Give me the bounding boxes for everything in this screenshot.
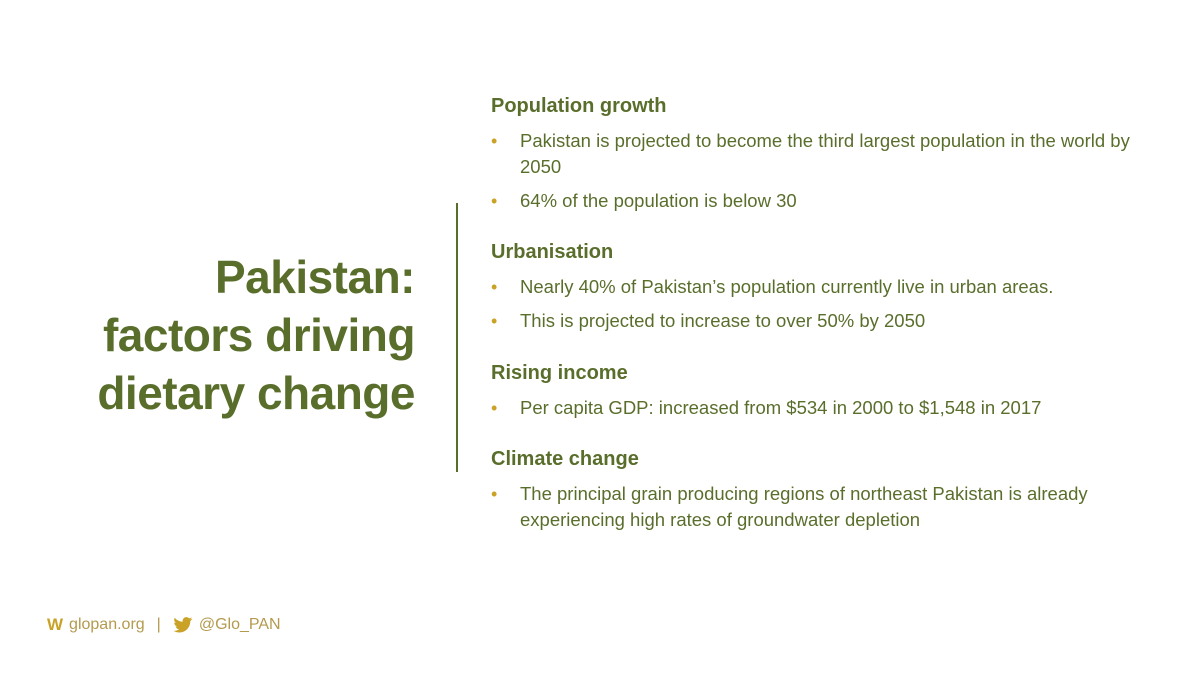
twitter-bird-icon <box>173 617 193 633</box>
bullet-item: • Per capita GDP: increased from $534 in… <box>491 395 1151 421</box>
bullet-dot-icon: • <box>491 191 498 211</box>
bullet-item: • Nearly 40% of Pakistan’s population cu… <box>491 274 1151 300</box>
bullet-dot-icon: • <box>491 131 498 151</box>
content-area: Population growth • Pakistan is projecte… <box>491 92 1151 541</box>
section-urbanisation: Urbanisation • Nearly 40% of Pakistan’s … <box>491 238 1151 334</box>
bullet-list: • The principal grain producing regions … <box>491 481 1151 533</box>
bullet-dot-icon: • <box>491 311 498 331</box>
section-heading: Population growth <box>491 95 667 117</box>
bullet-dot-icon: • <box>491 277 498 297</box>
bullet-item: • This is projected to increase to over … <box>491 308 1151 334</box>
title-line-1: Pakistan: <box>214 251 416 303</box>
title-line-3: dietary change <box>97 367 415 419</box>
bullet-text: This is projected to increase to over 50… <box>520 310 926 331</box>
vertical-divider <box>456 203 458 472</box>
glopan-w-logo-icon: W <box>47 615 64 634</box>
bullet-list: • Nearly 40% of Pakistan’s population cu… <box>491 274 1151 334</box>
bullet-list: • Per capita GDP: increased from $534 in… <box>491 395 1151 421</box>
bullet-item: • The principal grain producing regions … <box>491 481 1151 533</box>
section-population-growth: Population growth • Pakistan is projecte… <box>491 92 1151 214</box>
section-heading: Climate change <box>491 448 639 470</box>
bullet-text: Per capita GDP: increased from $534 in 2… <box>520 397 1042 418</box>
section-climate-change: Climate change • The principal grain pro… <box>491 445 1151 533</box>
bullet-dot-icon: • <box>491 484 498 504</box>
slide-title: Pakistan: factors driving dietary change <box>15 248 415 422</box>
section-rising-income: Rising income • Per capita GDP: increase… <box>491 359 1151 421</box>
twitter-handle-link[interactable]: @Glo_PAN <box>198 616 281 633</box>
footer: W glopan.org | @Glo_PAN <box>47 614 281 636</box>
section-heading: Urbanisation <box>491 241 614 263</box>
bullet-item: • 64% of the population is below 30 <box>491 188 1151 214</box>
bullet-item: • Pakistan is projected to become the th… <box>491 128 1151 180</box>
bullet-text: Pakistan is projected to become the thir… <box>520 130 1130 177</box>
footer-separator: | <box>156 616 161 633</box>
bullet-list: • Pakistan is projected to become the th… <box>491 128 1151 214</box>
bullet-text: 64% of the population is below 30 <box>520 190 797 211</box>
bullet-text: The principal grain producing regions of… <box>520 483 1088 530</box>
bullet-text: Nearly 40% of Pakistan’s population curr… <box>520 276 1054 297</box>
title-line-2: factors driving <box>102 309 416 361</box>
bullet-dot-icon: • <box>491 398 498 418</box>
section-heading: Rising income <box>491 362 628 384</box>
website-link[interactable]: glopan.org <box>69 616 145 633</box>
